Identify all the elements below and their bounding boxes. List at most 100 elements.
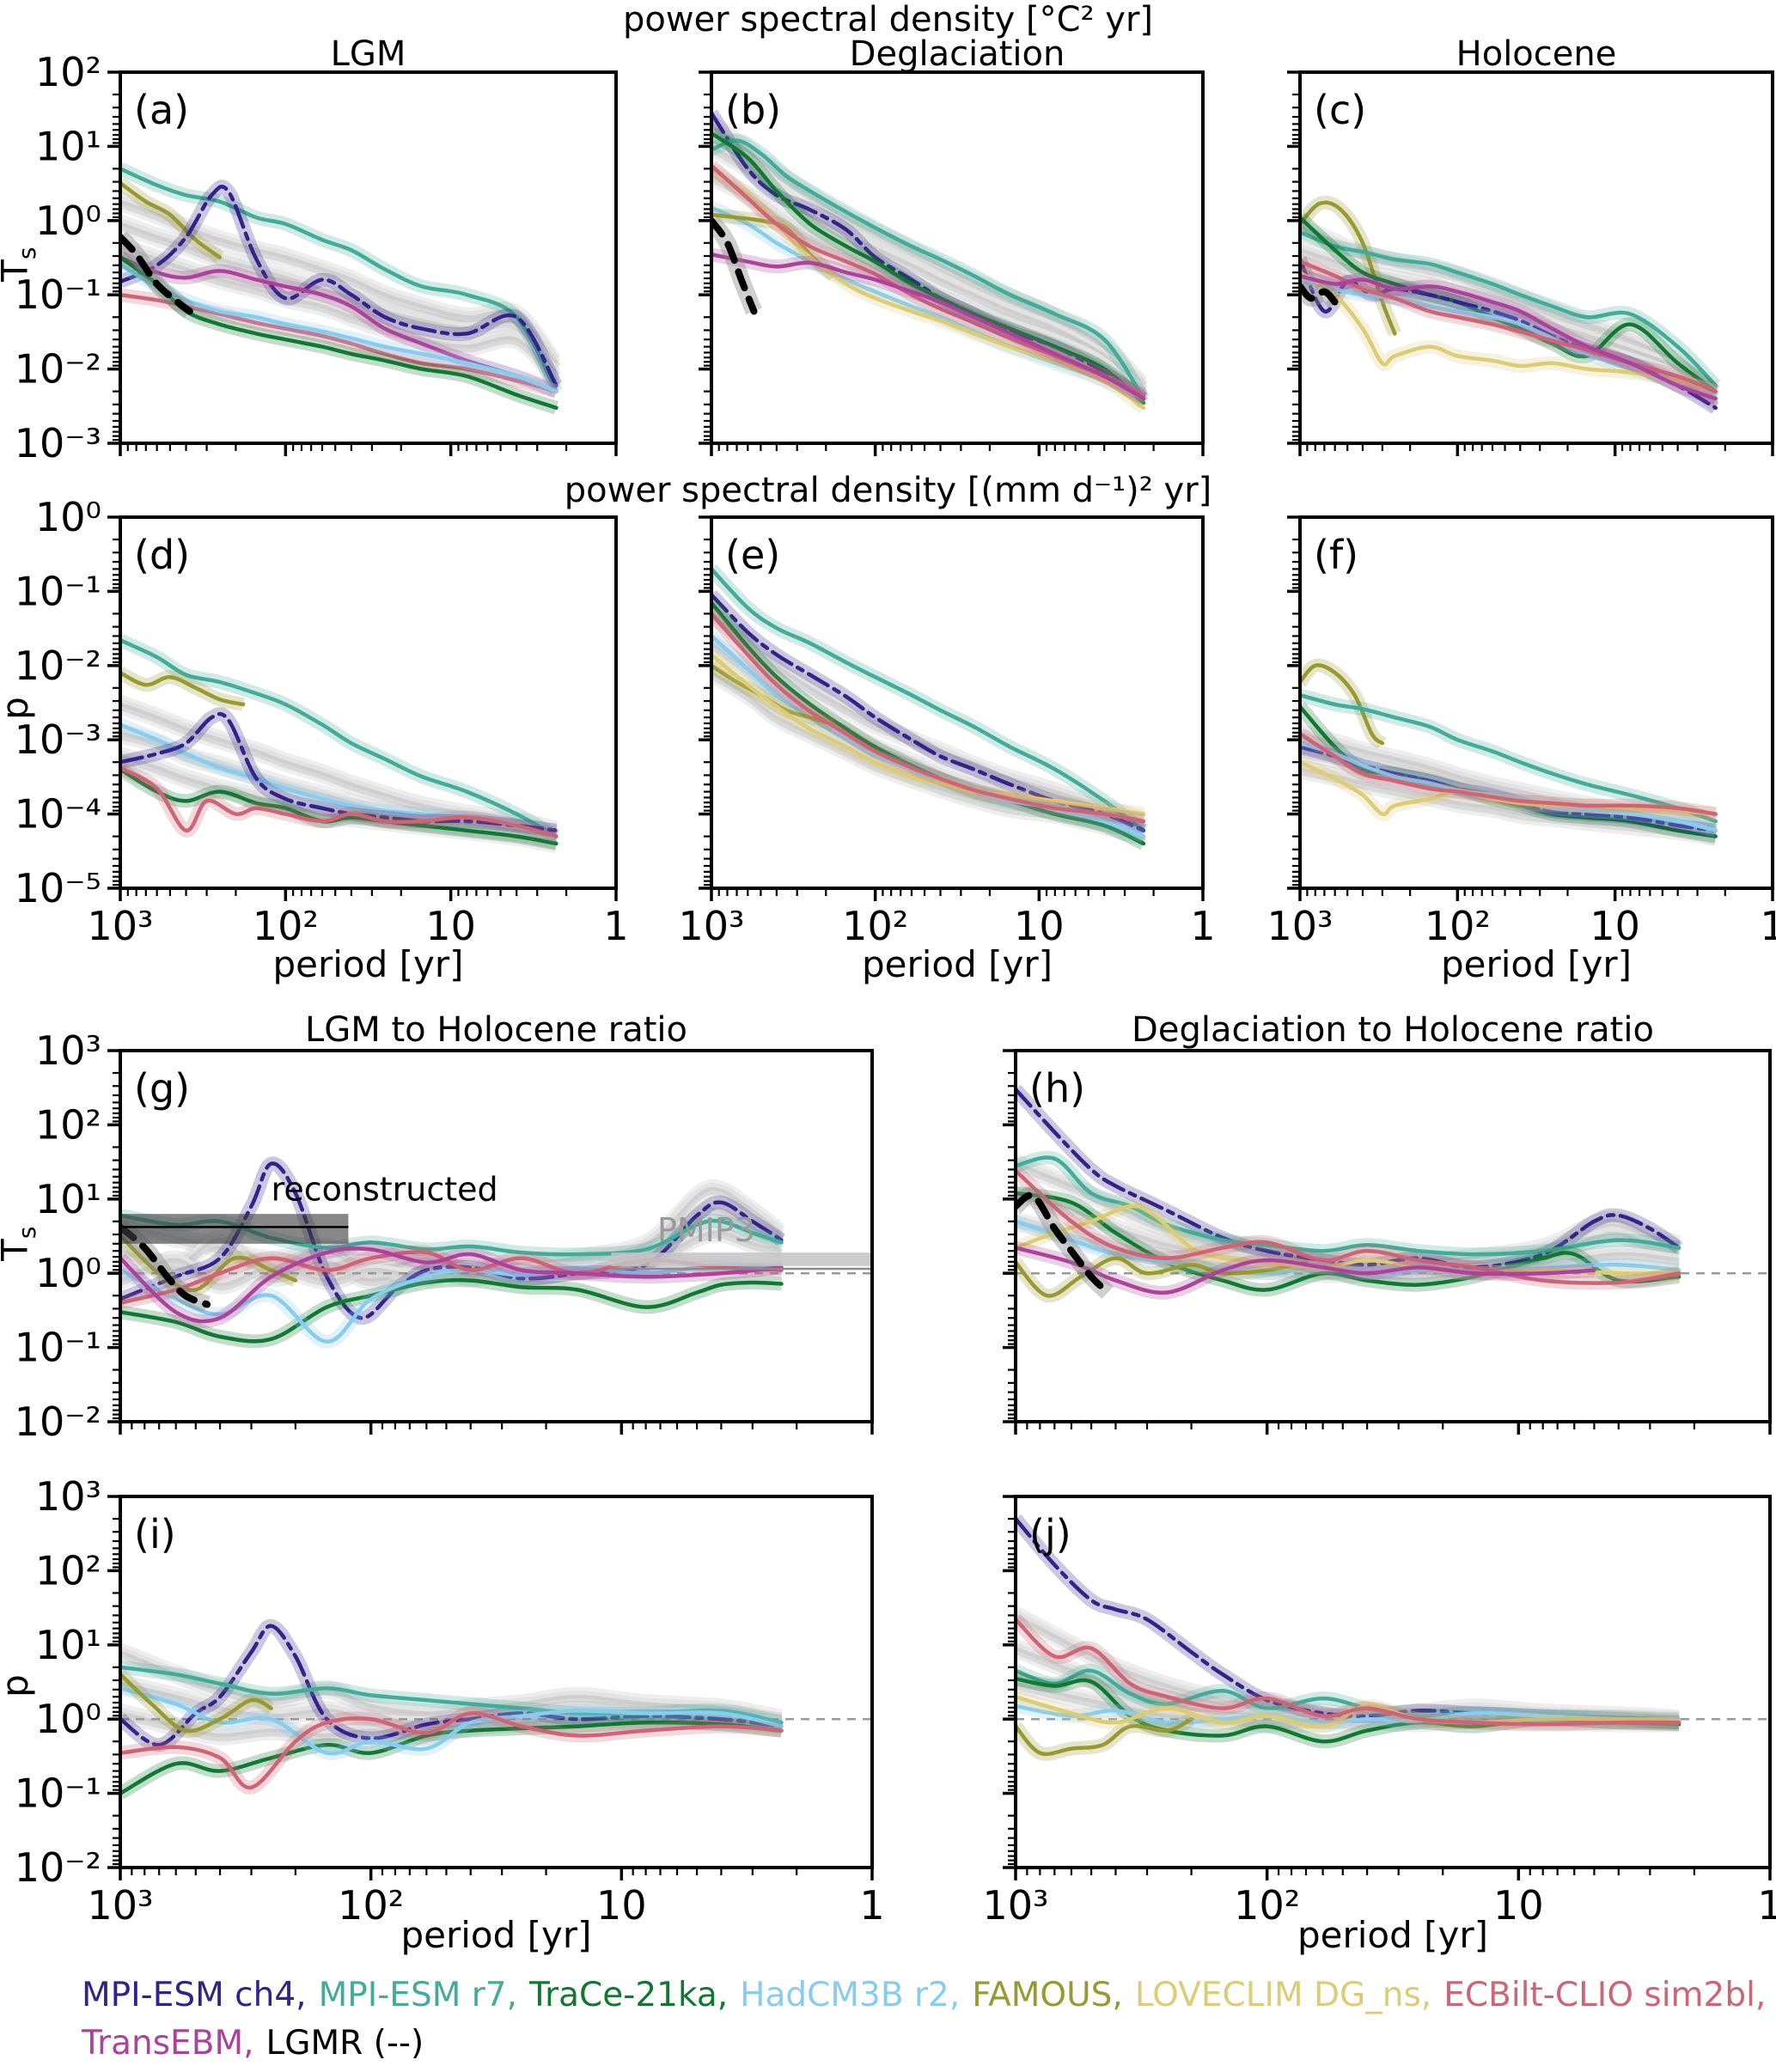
series-pmip3 <box>120 222 558 375</box>
series-pmip3 <box>711 607 1144 820</box>
axis-ticks-g <box>107 1049 874 1435</box>
x-axis-label: period [yr] <box>861 943 1053 985</box>
series-pmip3 <box>1300 244 1718 396</box>
series-r7 <box>1300 229 1718 388</box>
series-loveclim <box>711 652 1146 816</box>
panel-spine-j <box>1014 1495 1772 1869</box>
y-tick-label: 10³ <box>35 1027 101 1074</box>
series-trace <box>120 1277 784 1344</box>
series-transebm <box>120 1246 784 1324</box>
panel-title-holocene: Holocene <box>1456 34 1617 74</box>
series-pmip3 <box>711 616 1144 827</box>
panel-spine-b <box>710 70 1205 445</box>
x-tick-label: 1 <box>603 903 628 949</box>
x-tick-label: 10² <box>1234 1882 1300 1929</box>
x-tick-label: 1 <box>1757 1882 1776 1929</box>
panel-letter-f: (f) <box>1314 532 1358 578</box>
panel-g: reconstructed PMIP3 <box>120 1156 872 1349</box>
series-transebm <box>711 252 1146 401</box>
series-r7 <box>120 167 558 393</box>
x-tick-label: 10³ <box>88 903 154 949</box>
series-ecbilt <box>120 1711 784 1790</box>
panel-letter-a: (a) <box>134 87 189 133</box>
axis-ticks-h <box>1003 1049 1772 1435</box>
panel-letter-h: (h) <box>1029 1065 1085 1112</box>
y-axis-label-ts: Ts <box>0 247 41 282</box>
y-tick-label: 10² <box>35 49 101 95</box>
series-pmip3 <box>1300 771 1717 843</box>
series-pmip3 <box>120 759 557 850</box>
x-axis-label: period [yr] <box>1440 943 1633 985</box>
panel-spine-a <box>119 70 618 445</box>
series-r7 <box>1300 692 1718 824</box>
x-tick-label: 10 <box>425 903 476 949</box>
series-hadcm <box>120 1686 784 1756</box>
x-tick-label: 10 <box>1493 1882 1544 1929</box>
y-axis-label-p: p <box>0 1674 36 1697</box>
series-hadcm <box>120 1262 784 1344</box>
y-tick-label: 10⁰ <box>35 1696 101 1742</box>
series-r7 <box>711 138 1146 401</box>
x-tick-label: 1 <box>1760 903 1776 949</box>
y-tick-label: 10⁰ <box>35 1250 101 1296</box>
series-ecbilt <box>120 765 558 838</box>
y-tick-label: 10⁰ <box>35 494 101 540</box>
series-lgmr <box>120 233 193 315</box>
series-hadcm <box>1016 1703 1681 1725</box>
series-transebm <box>120 255 558 393</box>
panel-spine-d <box>119 515 618 890</box>
series-ch4 <box>120 711 558 833</box>
axis-ticks-b <box>699 70 1205 456</box>
panel-letter-b: (b) <box>725 87 781 133</box>
legend-item: LGMR (--) <box>265 2024 424 2063</box>
series-pmip3 <box>711 641 1144 832</box>
series-loveclim <box>1016 1694 1681 1728</box>
series-pmip3 <box>120 195 558 361</box>
series-hadcm <box>120 263 558 393</box>
y-tick-label: 10⁻¹ <box>15 271 101 318</box>
x-tick-label: 10³ <box>88 1882 154 1929</box>
panel-spine-e <box>710 515 1205 890</box>
panel-spine-i <box>119 1495 874 1869</box>
series-ch4 <box>120 1624 784 1747</box>
x-tick-label: 10³ <box>1267 903 1334 949</box>
legend-line-1: MPI-ESM ch4, MPI-ESM r7, TraCe-21ka, HadCM3… <box>82 1976 1776 2014</box>
series-pmip3 <box>1016 1186 1680 1268</box>
series-pmip3 <box>711 178 1145 405</box>
x-tick-label: 1 <box>1190 903 1215 949</box>
legend-item: MPI-ESM ch4, <box>82 1976 307 2014</box>
panel-letter-e: (e) <box>725 532 780 578</box>
x-tick-label: 1 <box>859 1882 884 1929</box>
y-tick-label: 10⁰ <box>35 198 101 244</box>
y-tick-label: 10⁻² <box>15 1399 101 1445</box>
x-tick-label: 10³ <box>983 1882 1049 1929</box>
series-hadcm <box>711 205 1146 401</box>
y-tick-label: 10⁻¹ <box>15 1770 101 1817</box>
suptitle-temperature-psd: power spectral density [°C² yr] <box>622 0 1154 40</box>
series-loveclim <box>1300 270 1718 393</box>
pmip3-band <box>611 1252 872 1266</box>
series-pmip3 <box>1300 229 1718 398</box>
x-tick-label: 10² <box>338 1882 404 1929</box>
panel-spine-h <box>1014 1049 1772 1423</box>
series-hadcm <box>1300 277 1718 393</box>
series-trace <box>711 131 1146 405</box>
series-pmip3 <box>120 240 558 378</box>
suptitle-precipitation-psd: power spectral density [(mm d⁻¹)² yr] <box>564 471 1212 510</box>
series-pmip3 <box>711 126 1145 392</box>
x-axis-label: period [yr] <box>400 1914 592 1956</box>
y-tick-label: 10⁻² <box>15 643 101 689</box>
series-famous <box>1016 1256 1309 1298</box>
y-tick-label: 10⁻³ <box>15 420 101 466</box>
panel-c <box>1300 195 1721 414</box>
series-pmip3 <box>1300 263 1718 400</box>
x-tick-label: 10² <box>1425 903 1491 949</box>
series-pmip3 <box>120 698 557 829</box>
panel-i <box>120 1618 872 1800</box>
legend-item: FAMOUS, <box>972 1976 1123 2014</box>
panel-title-lgm-holocene-ratio: LGM to Holocene ratio <box>304 1010 688 1050</box>
axis-ticks-c <box>1287 70 1774 456</box>
x-tick-label: 10² <box>253 903 319 949</box>
series-pmip3 <box>120 217 558 370</box>
series-trace <box>120 1720 784 1795</box>
